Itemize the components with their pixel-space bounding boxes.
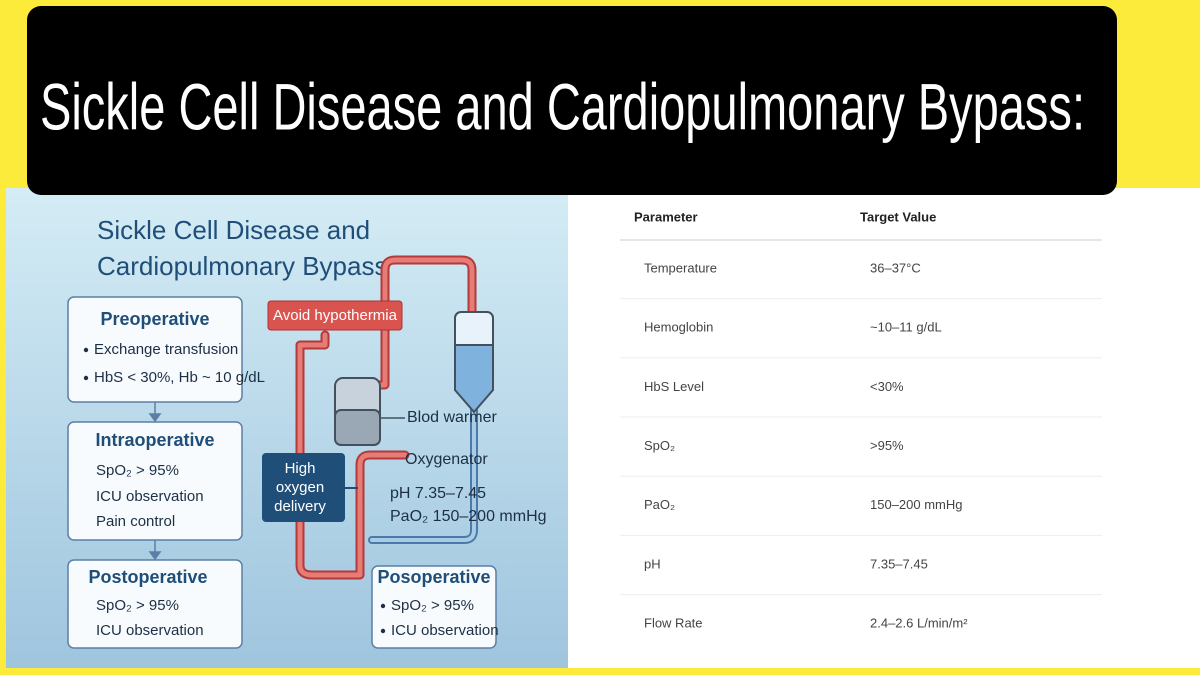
stage-item: Pain control [96, 513, 175, 530]
stage-item: SpO₂ > 95% [96, 462, 179, 479]
oxygenator-label: Oxygenator [405, 451, 488, 468]
table-cell: >95% [870, 438, 904, 453]
blood-warmer-device [334, 377, 405, 446]
tubing [295, 255, 478, 580]
target-label: pH 7.35–7.45 [390, 485, 486, 502]
stage-item: ICU observation [96, 488, 204, 505]
reservoir-bag [454, 311, 494, 414]
table-cell: PaO₂ [644, 497, 675, 512]
table-cell: Flow Rate [644, 616, 703, 631]
column-header: Target Value [860, 209, 936, 224]
table-cell: 150–200 mmHg [870, 497, 963, 512]
bullet [380, 628, 386, 634]
stage-heading: Intraoperative [95, 430, 214, 450]
target-label: PaO₂ 150–200 mmHg [390, 508, 547, 525]
table-cell: SpO₂ [644, 438, 675, 453]
page-title: Sickle Cell Disease and Cardiopulmonary … [40, 69, 1085, 143]
table-cell: Hemoglobin [644, 320, 713, 335]
infographic-title: Cardiopulmonary Bypass [97, 251, 387, 281]
table-cell: 7.35–7.45 [870, 556, 928, 571]
delivery-label: High [285, 460, 316, 477]
stage-item: SpO₂ > 95% [391, 597, 474, 614]
stage-heading: Posoperative [377, 567, 490, 587]
warning-label: Avoid hypothermia [273, 307, 398, 324]
stage-item: Exchange transfusion [94, 341, 238, 358]
table-panel [568, 188, 1200, 668]
stage-boxes [67, 296, 497, 649]
stage-heading: Postoperative [88, 567, 207, 587]
table-cell: Temperature [644, 260, 717, 275]
stage-item: SpO₂ > 95% [96, 597, 179, 614]
stage-item: ICU observation [96, 622, 204, 639]
table-cell: 36–37°C [870, 260, 921, 275]
stage-item: HbS < 30%, Hb ~ 10 g/dL [94, 369, 265, 386]
stage-item: ICU observation [391, 622, 499, 639]
infographic-title: Sickle Cell Disease and [97, 215, 370, 245]
arrows [148, 402, 162, 561]
title-banner [27, 6, 1117, 195]
warmer-label: Blod warmer [407, 409, 497, 426]
delivery-label: oxygen [276, 479, 324, 496]
column-header: Parameter [634, 209, 698, 224]
stage-box [371, 565, 497, 649]
table-cell: ~10–11 g/dL [870, 320, 942, 335]
bullet [83, 347, 89, 353]
warning-box [267, 300, 403, 331]
table-cell: 2.4–2.6 L/min/m² [870, 616, 968, 631]
table-cell: pH [644, 556, 661, 571]
table-cell: <30% [870, 379, 904, 394]
table-body: Temperature 36–37°C Hemoglobin ~10–11 g/dL H… [620, 260, 1102, 631]
delivery-label: delivery [274, 498, 326, 515]
bullet [83, 375, 89, 381]
delivery-box [262, 453, 345, 522]
stage-heading: Preoperative [100, 309, 209, 329]
bullet [380, 603, 386, 609]
table-cell: HbS Level [644, 379, 704, 394]
